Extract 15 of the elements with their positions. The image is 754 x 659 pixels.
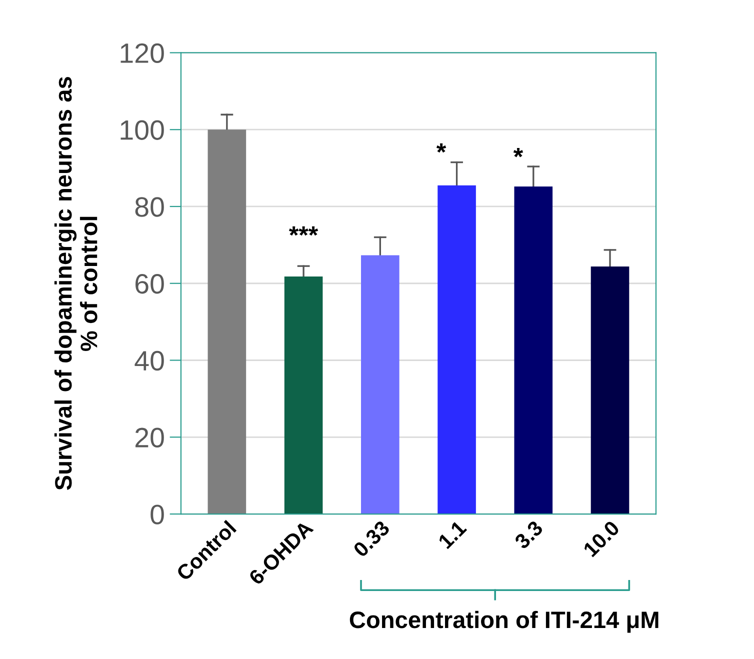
y-tick-label: 120 bbox=[120, 43, 164, 64]
y-tick-label: 100 bbox=[120, 120, 164, 140]
y-tick-label: 0 bbox=[150, 504, 164, 524]
x-tick-label: 3.3 bbox=[514, 520, 544, 550]
y-tick-label: 60 bbox=[136, 274, 164, 294]
y-axis-title: Survival of dopaminergic neurons as % of control bbox=[54, 77, 98, 490]
annotation: * bbox=[513, 148, 524, 158]
x-tick-label: 1.1 bbox=[438, 520, 468, 550]
y-tick-label: 20 bbox=[135, 428, 164, 448]
y-tick-label: 40 bbox=[134, 350, 164, 371]
y-tick-label: 80 bbox=[135, 197, 164, 217]
x-axis-title: Concentration of ITI-214 μM bbox=[350, 610, 658, 633]
annotation: *** bbox=[288, 226, 318, 236]
x-tick-label: 0.33 bbox=[352, 520, 390, 558]
annotation: * bbox=[436, 143, 446, 153]
